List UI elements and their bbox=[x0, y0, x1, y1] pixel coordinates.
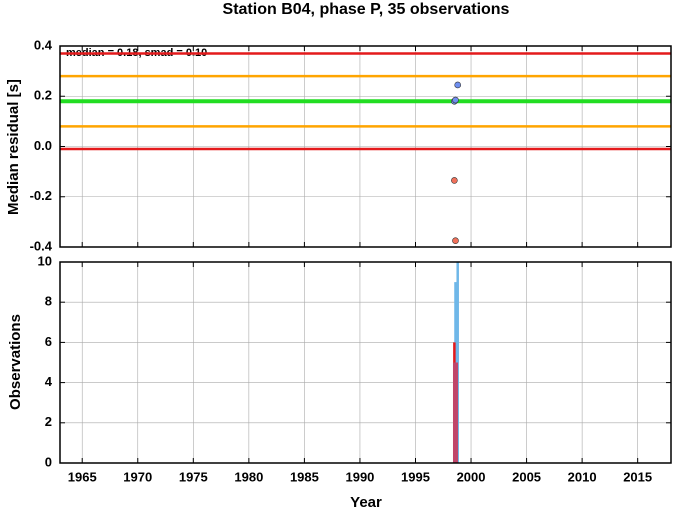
y-tick-label: 0 bbox=[45, 454, 52, 469]
y-axis-label: Observations bbox=[7, 314, 24, 410]
plot-frame bbox=[59, 261, 672, 464]
y-axis-label: Median residual [s] bbox=[5, 79, 22, 215]
x-tick-label: 2005 bbox=[512, 469, 541, 484]
y-tick-label: 0.4 bbox=[34, 37, 53, 52]
x-tick-label: 1985 bbox=[290, 469, 319, 484]
x-tick-label: 1970 bbox=[123, 469, 152, 484]
y-tick-label: -0.2 bbox=[30, 188, 52, 203]
chart-title: Station B04, phase P, 35 observations bbox=[223, 1, 510, 18]
point bbox=[454, 81, 462, 89]
x-axis-label: Year bbox=[350, 494, 382, 511]
y-tick-label: 8 bbox=[45, 294, 52, 309]
point bbox=[452, 96, 459, 104]
x-tick-label: 2010 bbox=[568, 469, 597, 484]
y-tick-label: 0.0 bbox=[34, 138, 52, 153]
point bbox=[452, 237, 459, 245]
y-tick-label: 4 bbox=[45, 374, 53, 389]
x-tick-label: 2000 bbox=[457, 469, 486, 484]
y-tick-label: 0.2 bbox=[34, 88, 52, 103]
y-tick-label: 2 bbox=[45, 414, 52, 429]
x-tick-label: 1975 bbox=[179, 469, 208, 484]
x-tick-label: 2015 bbox=[623, 469, 652, 484]
x-tick-label: 1990 bbox=[345, 469, 374, 484]
x-tick-label: 1980 bbox=[234, 469, 263, 484]
plot-frame bbox=[59, 45, 672, 248]
y-tick-label: 6 bbox=[45, 334, 52, 349]
bar bbox=[452, 362, 458, 463]
point bbox=[451, 177, 458, 184]
y-tick-label: -0.4 bbox=[30, 238, 53, 253]
y-tick-label: 10 bbox=[38, 253, 52, 268]
x-tick-label: 1965 bbox=[68, 469, 97, 484]
x-tick-label: 1995 bbox=[401, 469, 430, 484]
